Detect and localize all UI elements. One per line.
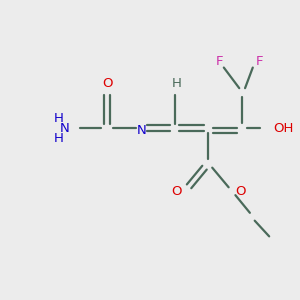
Text: F: F [216,55,224,68]
Text: H: H [54,132,64,145]
Text: H: H [54,112,64,125]
Text: N: N [137,124,147,137]
Text: F: F [256,55,263,68]
Text: O: O [235,185,245,198]
Text: O: O [171,185,182,198]
Text: O: O [102,77,112,90]
Text: N: N [60,122,69,135]
Text: H: H [172,77,182,90]
Text: OH: OH [273,122,293,135]
